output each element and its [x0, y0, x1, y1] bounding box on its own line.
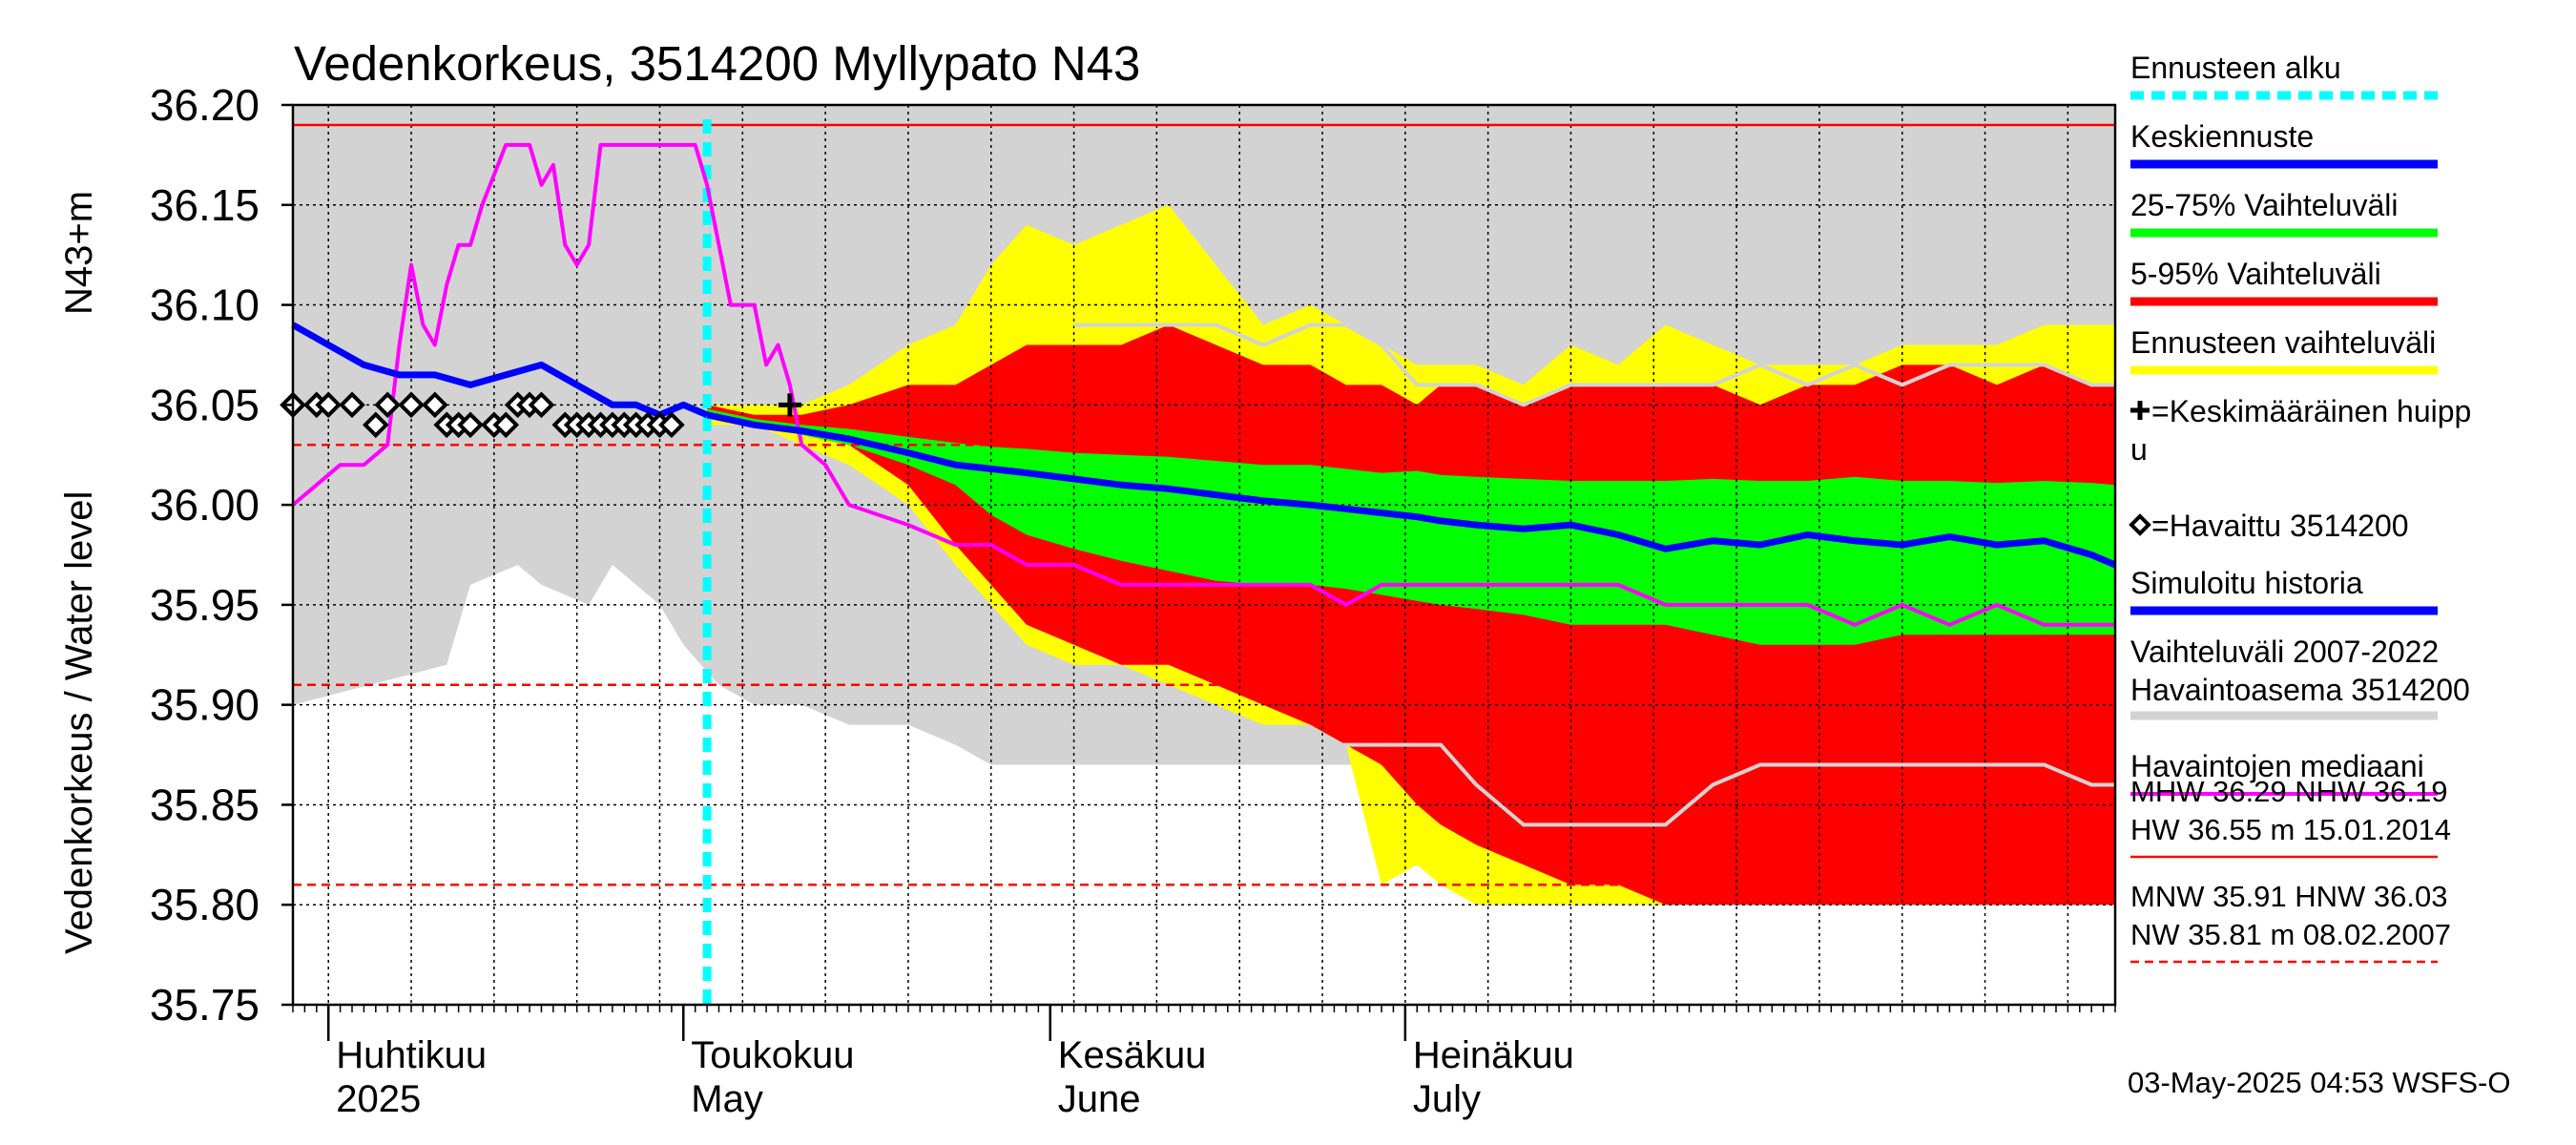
legend-label-cont: u: [2130, 432, 2148, 467]
legend-label-5-95-vaihteluv-li: 5-95% Vaihteluväli: [2130, 257, 2381, 291]
marker-observed: [315, 391, 343, 419]
marker-mean-peak: [778, 393, 801, 417]
marker-observed: [528, 391, 555, 419]
y-axis-label: Vedenkorkeus / Water level: [58, 491, 100, 954]
y-tick-label: 35.80: [150, 880, 260, 929]
marker-observed: [398, 391, 425, 419]
y-tick-label: 36.10: [150, 281, 260, 330]
x-month-sublabel: July: [1413, 1078, 1481, 1120]
legend-stats-line: HW 36.55 m 15.01.2014: [2130, 813, 2451, 846]
marker-observed: [457, 411, 484, 439]
chart-title: Vedenkorkeus, 3514200 Myllypato N43: [294, 36, 1140, 91]
x-month-label: Kesäkuu: [1058, 1034, 1207, 1076]
legend-stats-line: MNW 35.91 HNW 36.03: [2130, 880, 2448, 913]
legend-stats-line: NW 35.81 m 08.02.2007: [2130, 918, 2451, 951]
marker-observed: [492, 411, 520, 439]
legend-label-cont: Havaintoasema 3514200: [2130, 673, 2470, 707]
line-vaihteluv-li-2007-2022-alempi: [1073, 742, 2115, 827]
marker-observed: [374, 391, 402, 419]
y-tick-label: 36.20: [150, 80, 260, 130]
y-tick-label: 36.05: [150, 380, 260, 429]
y-tick-label: 35.85: [150, 780, 260, 829]
legend-swatch-plus: [2130, 401, 2150, 420]
legend-label-havaintojen-mediaani: Havaintojen mediaani: [2130, 749, 2424, 783]
y-axis-unit-label: N43+m: [58, 191, 100, 315]
legend-label-keskiennuste: Keskiennuste: [2130, 119, 2314, 154]
x-month-sublabel: June: [1058, 1078, 1141, 1120]
legend-stats-line: MHW 36.29 NHW 36.19: [2130, 775, 2448, 808]
y-tick-label: 35.90: [150, 680, 260, 730]
axes-layer: 36.20 36.15 36.10 36.05 36.00 35.95 35.90 35.85…: [150, 80, 2116, 1120]
legend-label-keskim-r-inen-huipp: =Keskimääräinen huipp: [2151, 394, 2471, 428]
legend-label-25-75-vaihteluv-li: 25-75% Vaihteluväli: [2130, 188, 2398, 222]
x-month-sublabel: May: [691, 1078, 763, 1120]
y-tick-label: 35.75: [150, 980, 260, 1030]
grid-layer: [293, 105, 2115, 1005]
legend-swatch-diamond: [2129, 513, 2151, 536]
reference-lines-layer: [293, 119, 2115, 1005]
line-keskiennuste: [706, 411, 2117, 569]
marker-observed: [422, 391, 448, 419]
x-month-sublabel: 2025: [336, 1078, 421, 1120]
legend-label-simuloitu-historia: Simuloitu historia: [2130, 566, 2363, 600]
legend: Ennusteen alku Keskiennuste 25-75% Vaihtel…: [2129, 51, 2471, 964]
x-month-label: Toukokuu: [691, 1034, 854, 1076]
line-simuloitu-historia: [291, 322, 709, 419]
marker-observed: [362, 411, 389, 439]
legend-label-ennusteen-alku: Ennusteen alku: [2130, 51, 2341, 85]
y-tick-label: 36.00: [150, 480, 260, 530]
line-havaintojen-mediaani: [291, 142, 2115, 627]
markers-layer: [280, 391, 801, 439]
x-month-label: Huhtikuu: [336, 1034, 487, 1076]
x-month-label: Heinäkuu: [1413, 1034, 1574, 1076]
series-lines-layer: [291, 142, 2117, 827]
line-vaihteluv-li-2007-2022-ylempi: [1073, 323, 2115, 407]
y-tick-label: 35.95: [150, 580, 260, 630]
legend-label-havaittu-3514200: =Havaittu 3514200: [2151, 509, 2409, 543]
footer-timestamp: 03-May-2025 04:53 WSFS-O: [2128, 1066, 2510, 1099]
y-tick-label: 36.15: [150, 180, 260, 230]
band-25-75-vaihteluv-li: [707, 408, 2115, 645]
legend-label-vaihteluv-li-2007-2022: Vaihteluväli 2007-2022: [2130, 635, 2439, 669]
legend-label-ennusteen-vaihteluv-li: Ennusteen vaihteluväli: [2130, 325, 2436, 360]
bands-layer: [293, 105, 2115, 906]
marker-observed: [658, 411, 685, 439]
marker-observed: [339, 391, 365, 419]
